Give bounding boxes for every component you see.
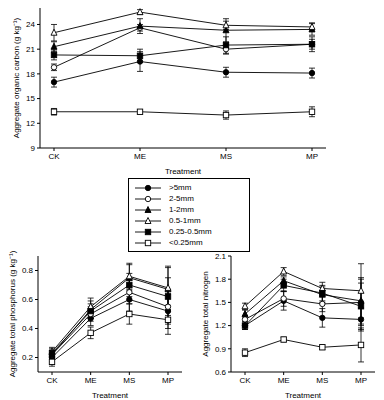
svg-text:0.9: 0.9 (215, 345, 227, 354)
html-text:<0.25mm: <0.25mm (169, 238, 203, 247)
svg-text:Treatment: Treatment (285, 391, 322, 400)
svg-text:CK: CK (48, 152, 60, 161)
svg-text:Aggregate organic carbon (g kg: Aggregate organic carbon (g kg⁻¹) (12, 17, 21, 138)
svg-text:9: 9 (31, 144, 36, 153)
svg-text:1.5: 1.5 (215, 298, 227, 307)
svg-text:Aggregate total phosphorus (g: Aggregate total phosphorus (g kg⁻¹) (8, 250, 17, 377)
svg-text:CK: CK (46, 376, 58, 385)
svg-text:Treatment: Treatment (165, 167, 202, 176)
svg-text:Treatment: Treatment (92, 391, 129, 400)
svg-text:MS: MS (220, 152, 232, 161)
svg-text:24: 24 (26, 20, 35, 29)
svg-text:1.2: 1.2 (215, 321, 227, 330)
html-text:0.25-0.5mm: 0.25-0.5mm (169, 227, 212, 236)
svg-text:15: 15 (26, 94, 35, 103)
svg-text:CK: CK (239, 376, 251, 385)
svg-text:2.1: 2.1 (215, 252, 227, 261)
html-text:2-5mm: 2-5mm (169, 194, 194, 203)
html-text:0.5-1mm: 0.5-1mm (169, 216, 201, 225)
html-text:1-2mm: 1-2mm (169, 205, 194, 214)
svg-text:0.8: 0.8 (22, 266, 34, 275)
svg-text:21: 21 (26, 45, 35, 54)
svg-text:1.8: 1.8 (215, 275, 227, 284)
svg-text:MP: MP (162, 376, 174, 385)
svg-text:MS: MS (123, 376, 135, 385)
svg-text:MS: MS (316, 376, 328, 385)
svg-text:ME: ME (134, 152, 146, 161)
svg-text:0.6: 0.6 (22, 295, 34, 304)
svg-text:ME: ME (85, 376, 97, 385)
svg-text:0.4: 0.4 (22, 324, 34, 333)
html-text:>5mm: >5mm (169, 183, 192, 192)
svg-text:Aggregate total nitrogen: Aggregate total nitrogen (201, 271, 210, 356)
svg-text:ME: ME (278, 376, 290, 385)
svg-text:MP: MP (355, 376, 367, 385)
svg-text:18: 18 (26, 70, 35, 79)
svg-text:0.6: 0.6 (215, 368, 227, 377)
svg-text:MP: MP (306, 152, 318, 161)
svg-text:0.2: 0.2 (22, 353, 34, 362)
svg-text:12: 12 (26, 119, 35, 128)
